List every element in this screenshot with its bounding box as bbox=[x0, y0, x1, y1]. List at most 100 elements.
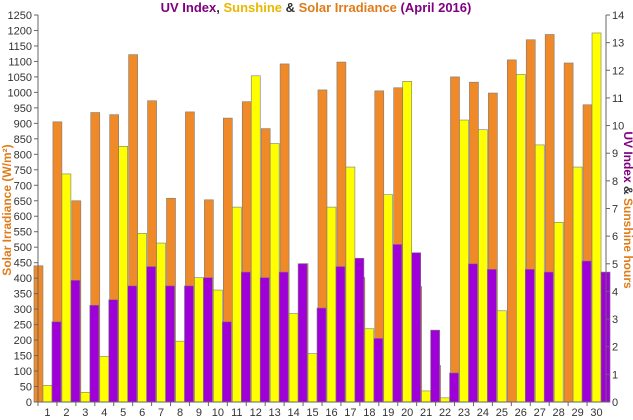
y2-tick-label: 1 bbox=[612, 369, 618, 381]
x-tick-label: 9 bbox=[196, 407, 202, 419]
chart-title: UV Index, Sunshine & Solar Irradiance (A… bbox=[161, 0, 472, 15]
bar-series2-day-7 bbox=[156, 242, 166, 403]
x-tick-label: 15 bbox=[306, 407, 318, 419]
bar-series2-day-8 bbox=[175, 340, 185, 403]
y1-tick-label: 1050 bbox=[8, 72, 32, 84]
bar-series2-day-10 bbox=[213, 289, 223, 403]
bar-series2-day-18 bbox=[364, 328, 375, 403]
x-tick-label: 2 bbox=[63, 407, 69, 419]
y1-tick-label: 350 bbox=[14, 289, 32, 301]
bar-series1-day-29 bbox=[563, 62, 574, 403]
bar-series2-day-1 bbox=[42, 385, 53, 403]
bar-series3-day-20 bbox=[411, 252, 422, 403]
y1-tick-label: 400 bbox=[14, 273, 32, 285]
chart-title-part-3: & bbox=[282, 0, 299, 15]
x-tick-label: 28 bbox=[553, 407, 565, 419]
x-axis: 1 2 3 4 5 6 7 8 9 10 11 12 13 14 15 16 17 18 19 20 21 22 23 24 2… bbox=[37, 401, 606, 419]
x-tick-label: 24 bbox=[477, 407, 489, 419]
y1-tick-label: 50 bbox=[20, 382, 32, 394]
y2-label-part-0: UV Index bbox=[621, 131, 633, 183]
bar-series2-day-13 bbox=[269, 143, 280, 403]
bar-series2-day-21 bbox=[421, 390, 431, 403]
bar-series2-day-17 bbox=[345, 166, 356, 403]
y1-tick-label: 150 bbox=[14, 351, 32, 363]
bar-series2-day-15 bbox=[307, 353, 318, 403]
y1-tick-label: 800 bbox=[14, 149, 32, 161]
x-tick-label: 19 bbox=[382, 407, 394, 419]
y1-tick-label: 750 bbox=[14, 165, 32, 177]
y2-tick-label: 13 bbox=[612, 38, 624, 50]
bar-series3-day-1 bbox=[51, 321, 62, 403]
bar-series3-day-9 bbox=[203, 277, 213, 403]
bar-series3-day-6 bbox=[146, 266, 156, 403]
bar-series2-day-3 bbox=[80, 392, 91, 403]
bar-series1-day-23 bbox=[450, 76, 460, 403]
bar-series3-day-15 bbox=[316, 307, 327, 403]
y2-label-part-2: Sunshine hours bbox=[621, 198, 633, 289]
bar-series3-day-10 bbox=[222, 321, 232, 403]
y2-tick-label: 2 bbox=[612, 342, 618, 354]
y1-tick-label: 200 bbox=[14, 335, 32, 347]
x-tick-label: 21 bbox=[420, 407, 432, 419]
bar-series2-day-14 bbox=[288, 313, 299, 403]
x-tick-label: 4 bbox=[101, 407, 107, 419]
bar-series2-day-22 bbox=[440, 397, 450, 403]
y1-tick-label: 550 bbox=[14, 227, 32, 239]
bar-series2-day-25 bbox=[497, 310, 507, 403]
plot-area bbox=[33, 15, 611, 403]
x-tick-label: 29 bbox=[571, 407, 583, 419]
x-tick-label: 1 bbox=[44, 407, 50, 419]
y1-tick-label: 600 bbox=[14, 211, 32, 223]
y1-tick-label: 650 bbox=[14, 196, 32, 208]
x-tick-label: 3 bbox=[82, 407, 88, 419]
y1-tick-label: 1150 bbox=[8, 41, 32, 53]
x-tick-label: 22 bbox=[439, 407, 451, 419]
bar-series3-day-24 bbox=[487, 269, 497, 403]
bar-series2-day-16 bbox=[326, 206, 337, 403]
bar-series3-day-4 bbox=[108, 299, 119, 403]
x-tick-label: 20 bbox=[401, 407, 413, 419]
bar-series2-day-30 bbox=[591, 32, 602, 403]
bar-series2-day-19 bbox=[383, 194, 394, 403]
chart-title-part-2: Sunshine bbox=[224, 0, 283, 15]
y1-axis-label: Solar Irradiance (W/m²) bbox=[0, 144, 14, 275]
y2-tick-label: 10 bbox=[612, 121, 624, 133]
y1-tick-label: 1100 bbox=[8, 56, 32, 68]
bar-series3-day-29 bbox=[581, 260, 592, 403]
bar-series3-day-18 bbox=[373, 338, 384, 403]
y1-tick-label: 300 bbox=[14, 304, 32, 316]
bar-series3-day-23 bbox=[468, 263, 478, 403]
bar-series3-day-12 bbox=[259, 277, 270, 403]
y1-tick-label: 1250 bbox=[8, 10, 32, 22]
chart-title-part-5: (April 2016) bbox=[397, 0, 471, 15]
x-tick-label: 16 bbox=[325, 407, 337, 419]
y2-label-part-1: & bbox=[621, 183, 633, 198]
x-tick-label: 23 bbox=[458, 407, 470, 419]
x-tick-label: 11 bbox=[231, 407, 242, 419]
y2-tick-label: 4 bbox=[612, 286, 618, 298]
y2-tick-label: 14 bbox=[612, 10, 624, 22]
x-tick-label: 25 bbox=[496, 407, 508, 419]
bar-series2-day-26 bbox=[515, 74, 526, 403]
bar-series3-day-16 bbox=[335, 266, 346, 403]
bar-series3-day-27 bbox=[543, 271, 554, 403]
x-tick-label: 12 bbox=[250, 407, 262, 419]
y1-tick-label: 450 bbox=[14, 258, 32, 270]
y1-tick-label: 950 bbox=[14, 103, 32, 115]
x-tick-label: 30 bbox=[590, 407, 602, 419]
y1-tick-label: 0 bbox=[26, 397, 32, 409]
y1-tick-label: 900 bbox=[14, 118, 32, 130]
bar-series3-day-11 bbox=[241, 271, 251, 403]
x-tick-label: 17 bbox=[344, 407, 356, 419]
y1-tick-label: 100 bbox=[14, 366, 32, 378]
x-tick-label: 10 bbox=[212, 407, 224, 419]
y1-tick-label: 850 bbox=[14, 134, 32, 146]
bar-series2-day-23 bbox=[459, 119, 469, 403]
bar-series3-day-7 bbox=[165, 285, 175, 403]
bar-series3-day-19 bbox=[392, 244, 403, 403]
bar-series3-day-13 bbox=[278, 271, 289, 403]
bar-series1-day-26 bbox=[506, 59, 517, 403]
y2-tick-label: 9 bbox=[612, 148, 618, 160]
bar-series3-day-3 bbox=[89, 304, 100, 403]
y2-tick-label: 7 bbox=[612, 204, 618, 216]
